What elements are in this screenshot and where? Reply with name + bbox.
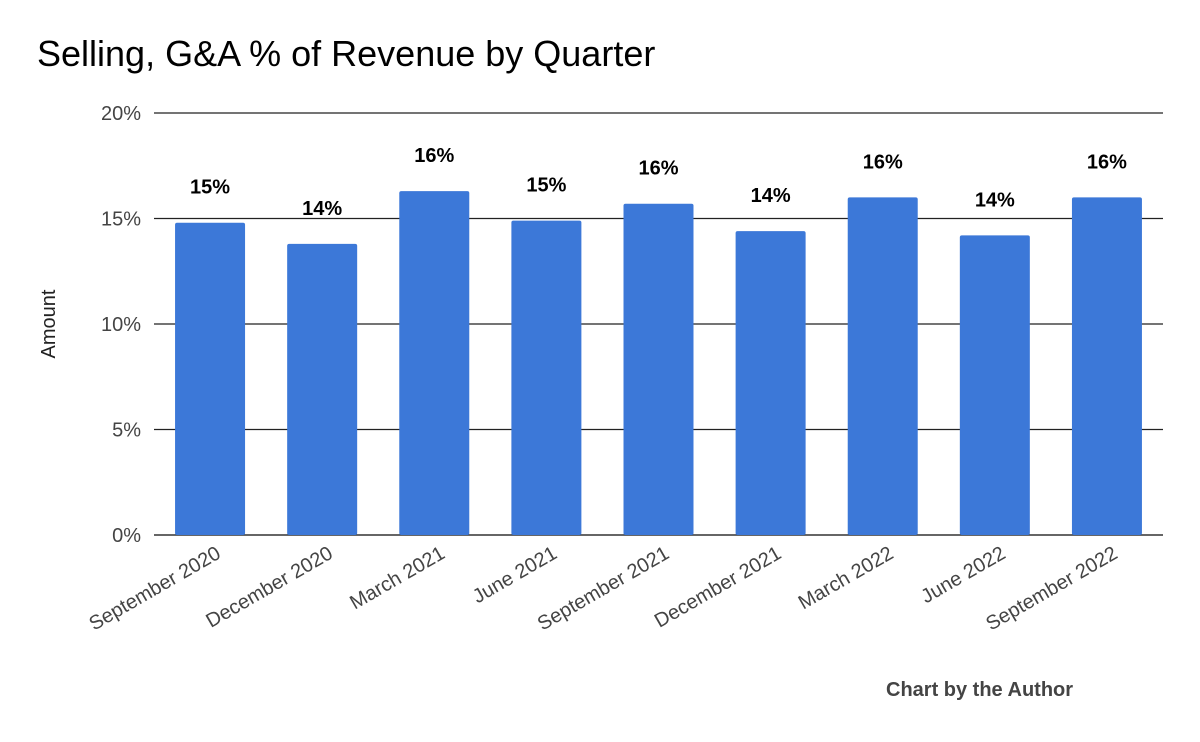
- data-label: 16%: [1087, 151, 1127, 173]
- bar: [175, 222, 246, 535]
- data-label: 16%: [863, 151, 903, 173]
- y-tick-label: 20%: [101, 103, 141, 125]
- data-label: 16%: [638, 158, 678, 180]
- data-label: 14%: [975, 189, 1015, 211]
- data-label: 15%: [190, 177, 230, 199]
- y-tick-label: 0%: [112, 525, 141, 547]
- bar: [1071, 197, 1142, 535]
- bar: [399, 191, 470, 535]
- x-tick-label: December 2021: [651, 542, 785, 632]
- data-label: 14%: [302, 198, 342, 220]
- y-tick-label: 10%: [101, 314, 141, 336]
- x-tick-label: March 2022: [795, 542, 897, 614]
- data-label: 15%: [526, 175, 566, 197]
- y-tick-label: 15%: [101, 209, 141, 231]
- y-axis-label: Amount: [38, 289, 60, 358]
- data-label: 14%: [751, 185, 791, 207]
- x-tick-label: September 2020: [85, 542, 224, 635]
- x-tick-label: December 2020: [202, 542, 336, 632]
- chart-credit: Chart by the Author: [886, 679, 1074, 701]
- x-tick-label: March 2021: [346, 542, 448, 614]
- bar: [287, 243, 358, 535]
- y-tick-label: 5%: [112, 420, 141, 442]
- x-tick-label: June 2022: [917, 542, 1009, 608]
- bar: [511, 220, 582, 536]
- bar: [623, 203, 694, 536]
- bar: [847, 197, 918, 535]
- bar: [959, 235, 1030, 535]
- chart-title: Selling, G&A % of Revenue by Quarter: [37, 33, 656, 74]
- data-label: 16%: [414, 145, 454, 167]
- x-tick-label: June 2021: [469, 542, 561, 608]
- bar: [735, 231, 806, 535]
